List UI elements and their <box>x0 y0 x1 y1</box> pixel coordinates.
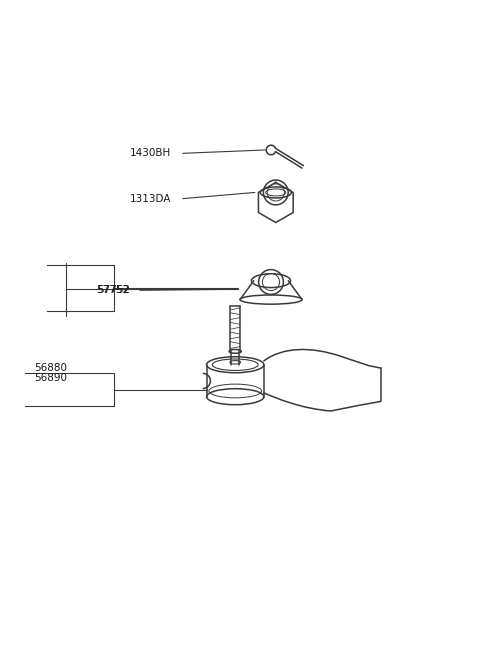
Text: 56890: 56890 <box>34 373 67 383</box>
Text: 1313DA: 1313DA <box>130 194 172 204</box>
Text: 1430BH: 1430BH <box>130 148 171 159</box>
Text: 57752: 57752 <box>97 286 130 295</box>
Text: 57752: 57752 <box>96 286 129 295</box>
Text: 56880: 56880 <box>34 363 67 373</box>
